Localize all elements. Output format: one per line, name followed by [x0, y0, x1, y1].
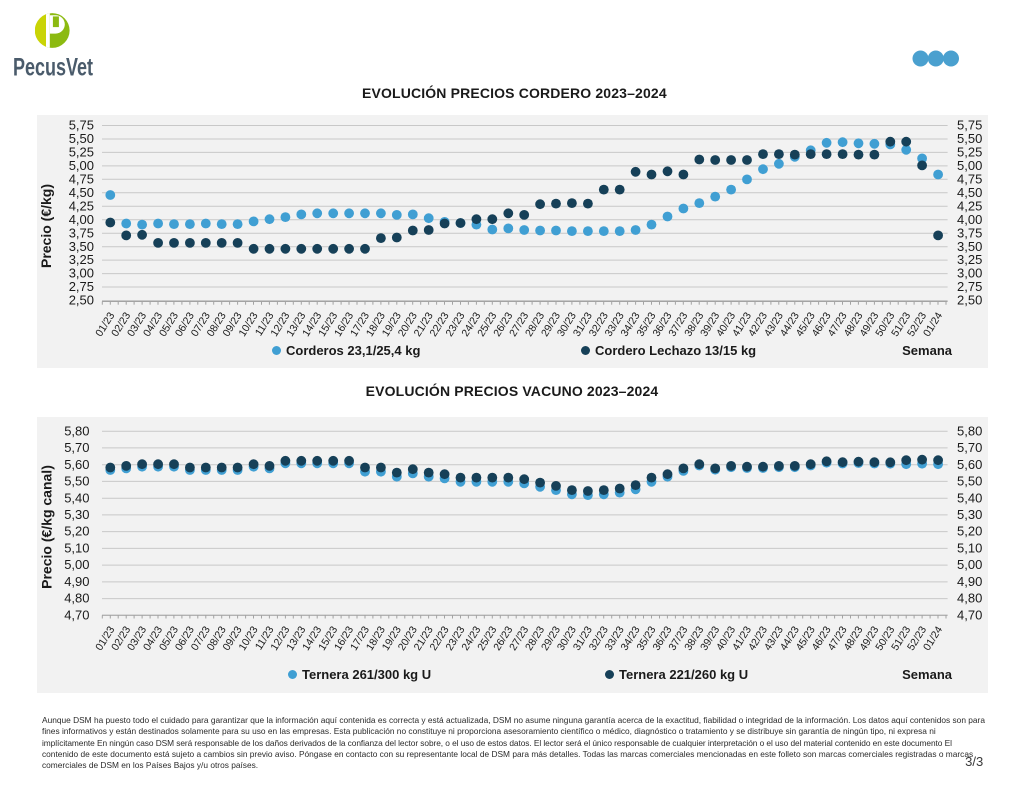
svg-text:5,75: 5,75: [957, 118, 982, 133]
svg-text:3,25: 3,25: [69, 252, 94, 267]
svg-text:5,00: 5,00: [957, 158, 982, 173]
svg-text:4,90: 4,90: [64, 574, 89, 589]
svg-text:4,25: 4,25: [69, 198, 94, 213]
svg-text:5,20: 5,20: [957, 524, 982, 539]
svg-text:5,80: 5,80: [957, 423, 982, 438]
svg-text:4,75: 4,75: [69, 171, 94, 186]
svg-text:Semana: Semana: [902, 667, 953, 682]
svg-text:2,75: 2,75: [957, 279, 982, 294]
svg-text:5,00: 5,00: [69, 158, 94, 173]
svg-text:Ternera 261/300 kg U: Ternera 261/300 kg U: [302, 667, 431, 682]
svg-text:5,50: 5,50: [69, 131, 94, 146]
svg-text:3,50: 3,50: [957, 239, 982, 254]
svg-text:5,10: 5,10: [957, 541, 982, 556]
svg-text:5,25: 5,25: [69, 145, 94, 160]
svg-text:Ternera 221/260 kg U: Ternera 221/260 kg U: [619, 667, 748, 682]
svg-text:5,60: 5,60: [957, 457, 982, 472]
svg-text:5,40: 5,40: [957, 490, 982, 505]
svg-text:3,75: 3,75: [69, 225, 94, 240]
svg-text:4,80: 4,80: [64, 591, 89, 606]
svg-text:2,75: 2,75: [69, 279, 94, 294]
svg-text:5,40: 5,40: [64, 490, 89, 505]
svg-text:4,00: 4,00: [69, 212, 94, 227]
svg-text:3,00: 3,00: [957, 266, 982, 281]
svg-text:5,25: 5,25: [957, 145, 982, 160]
svg-text:4,50: 4,50: [69, 185, 94, 200]
svg-text:4,00: 4,00: [957, 212, 982, 227]
svg-text:5,80: 5,80: [64, 423, 89, 438]
svg-text:4,50: 4,50: [957, 185, 982, 200]
svg-text:3,00: 3,00: [69, 266, 94, 281]
svg-text:3,75: 3,75: [957, 225, 982, 240]
svg-text:5,70: 5,70: [64, 440, 89, 455]
svg-text:4,90: 4,90: [957, 574, 982, 589]
svg-text:4,25: 4,25: [957, 198, 982, 213]
svg-text:3,25: 3,25: [957, 252, 982, 267]
svg-text:5,00: 5,00: [957, 557, 982, 572]
svg-text:5,00: 5,00: [64, 557, 89, 572]
svg-text:5,60: 5,60: [64, 457, 89, 472]
svg-text:4,70: 4,70: [957, 607, 982, 622]
svg-text:5,30: 5,30: [957, 507, 982, 522]
svg-text:5,50: 5,50: [957, 474, 982, 489]
svg-text:3,50: 3,50: [69, 239, 94, 254]
svg-text:5,10: 5,10: [64, 541, 89, 556]
svg-text:4,75: 4,75: [957, 171, 982, 186]
svg-text:5,75: 5,75: [69, 118, 94, 133]
svg-text:5,30: 5,30: [64, 507, 89, 522]
svg-text:2,50: 2,50: [957, 293, 982, 308]
svg-text:5,50: 5,50: [64, 474, 89, 489]
svg-text:4,70: 4,70: [64, 607, 89, 622]
svg-text:5,20: 5,20: [64, 524, 89, 539]
svg-text:Semana: Semana: [902, 343, 953, 358]
svg-text:Cordero Lechazo 13/15 kg: Cordero Lechazo 13/15 kg: [595, 343, 756, 358]
svg-text:4,80: 4,80: [957, 591, 982, 606]
svg-text:Precio (€/kg canal): Precio (€/kg canal): [38, 465, 54, 589]
svg-text:2,50: 2,50: [69, 293, 94, 308]
svg-text:5,70: 5,70: [957, 440, 982, 455]
svg-text:Corderos 23,1/25,4 kg: Corderos 23,1/25,4 kg: [286, 343, 420, 358]
svg-text:5,50: 5,50: [957, 131, 982, 146]
svg-text:PecusVet: PecusVet: [13, 53, 93, 81]
svg-text:Precio (€/kg): Precio (€/kg): [38, 184, 54, 268]
